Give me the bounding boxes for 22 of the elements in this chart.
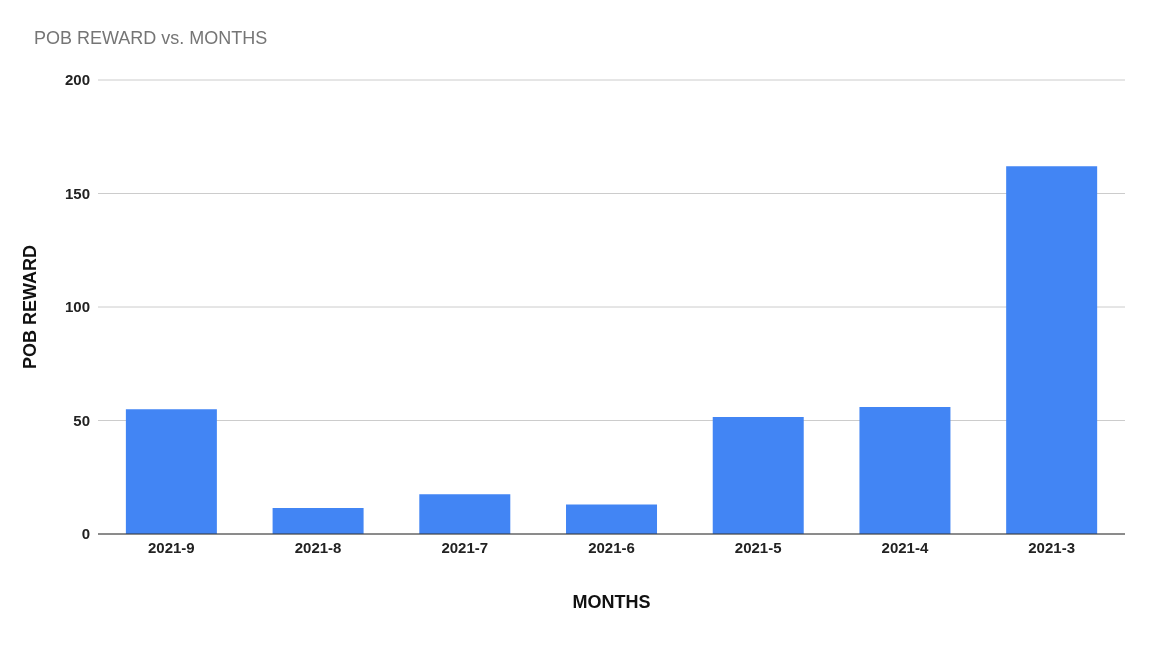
bar	[859, 406, 951, 534]
bar	[712, 417, 804, 534]
x-tick-label: 2021-5	[734, 538, 782, 556]
y-tick-label: 200	[64, 71, 90, 89]
x-tick-label: 2021-3	[1028, 538, 1075, 556]
bar	[1006, 166, 1098, 534]
x-tick-label: 2021-8	[294, 538, 342, 556]
x-tick-label: 2021-9	[148, 538, 195, 556]
chart-title: POB REWARD vs. MONTHS	[34, 28, 268, 49]
y-tick-label: 150	[64, 184, 90, 202]
x-tick-label: 2021-4	[881, 538, 929, 556]
bar	[125, 409, 217, 534]
y-tick-label: 100	[64, 298, 90, 316]
x-tick-label: 2021-6	[588, 538, 635, 556]
y-tick-label: 50	[73, 411, 90, 429]
x-tick-label: 2021-7	[441, 538, 489, 556]
bar	[272, 507, 364, 534]
y-axis-title: POB REWARD	[20, 244, 41, 370]
bar	[566, 504, 658, 534]
bar	[419, 494, 511, 534]
y-tick-label: 0	[81, 525, 90, 543]
x-axis-title: MONTHS	[572, 592, 651, 612]
